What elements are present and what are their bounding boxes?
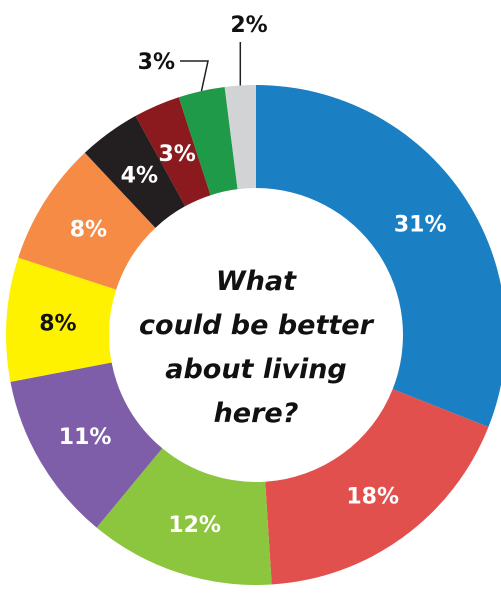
donut-slice-6 <box>18 152 156 290</box>
donut-slice-1 <box>256 85 501 428</box>
donut-slice-9 <box>178 86 238 196</box>
donut-slice-10 <box>224 85 256 190</box>
donut-slice-3 <box>96 448 272 585</box>
slice-label-7: 4% <box>121 163 158 188</box>
donut-slice-8 <box>135 97 211 207</box>
slice-label-3: 12% <box>168 513 221 538</box>
slice-label-1: 31% <box>394 212 447 237</box>
slice-label-6: 8% <box>70 218 107 243</box>
slice-label-2: 18% <box>346 485 399 510</box>
slice-labels: 31%18%12%11%8%8%4%3%3%2% <box>39 13 446 538</box>
leader-line-9 <box>180 60 209 92</box>
center-title-line-3: about living <box>165 354 347 385</box>
donut-slices <box>5 85 501 585</box>
donut-slice-4 <box>10 362 163 528</box>
donut-slice-2 <box>265 389 489 585</box>
slice-label-8: 3% <box>158 142 195 167</box>
slice-label-4: 11% <box>59 425 112 450</box>
leader-lines <box>180 42 242 92</box>
slice-label-10: 2% <box>230 13 267 38</box>
center-title-line-4: here? <box>214 398 299 429</box>
center-title-line-1: What <box>216 266 297 297</box>
slice-label-9: 3% <box>138 50 175 75</box>
donut-slice-7 <box>84 115 186 228</box>
slice-label-5: 8% <box>39 312 76 337</box>
donut-slice-5 <box>5 257 117 382</box>
center-title-line-2: could be better <box>139 310 375 341</box>
